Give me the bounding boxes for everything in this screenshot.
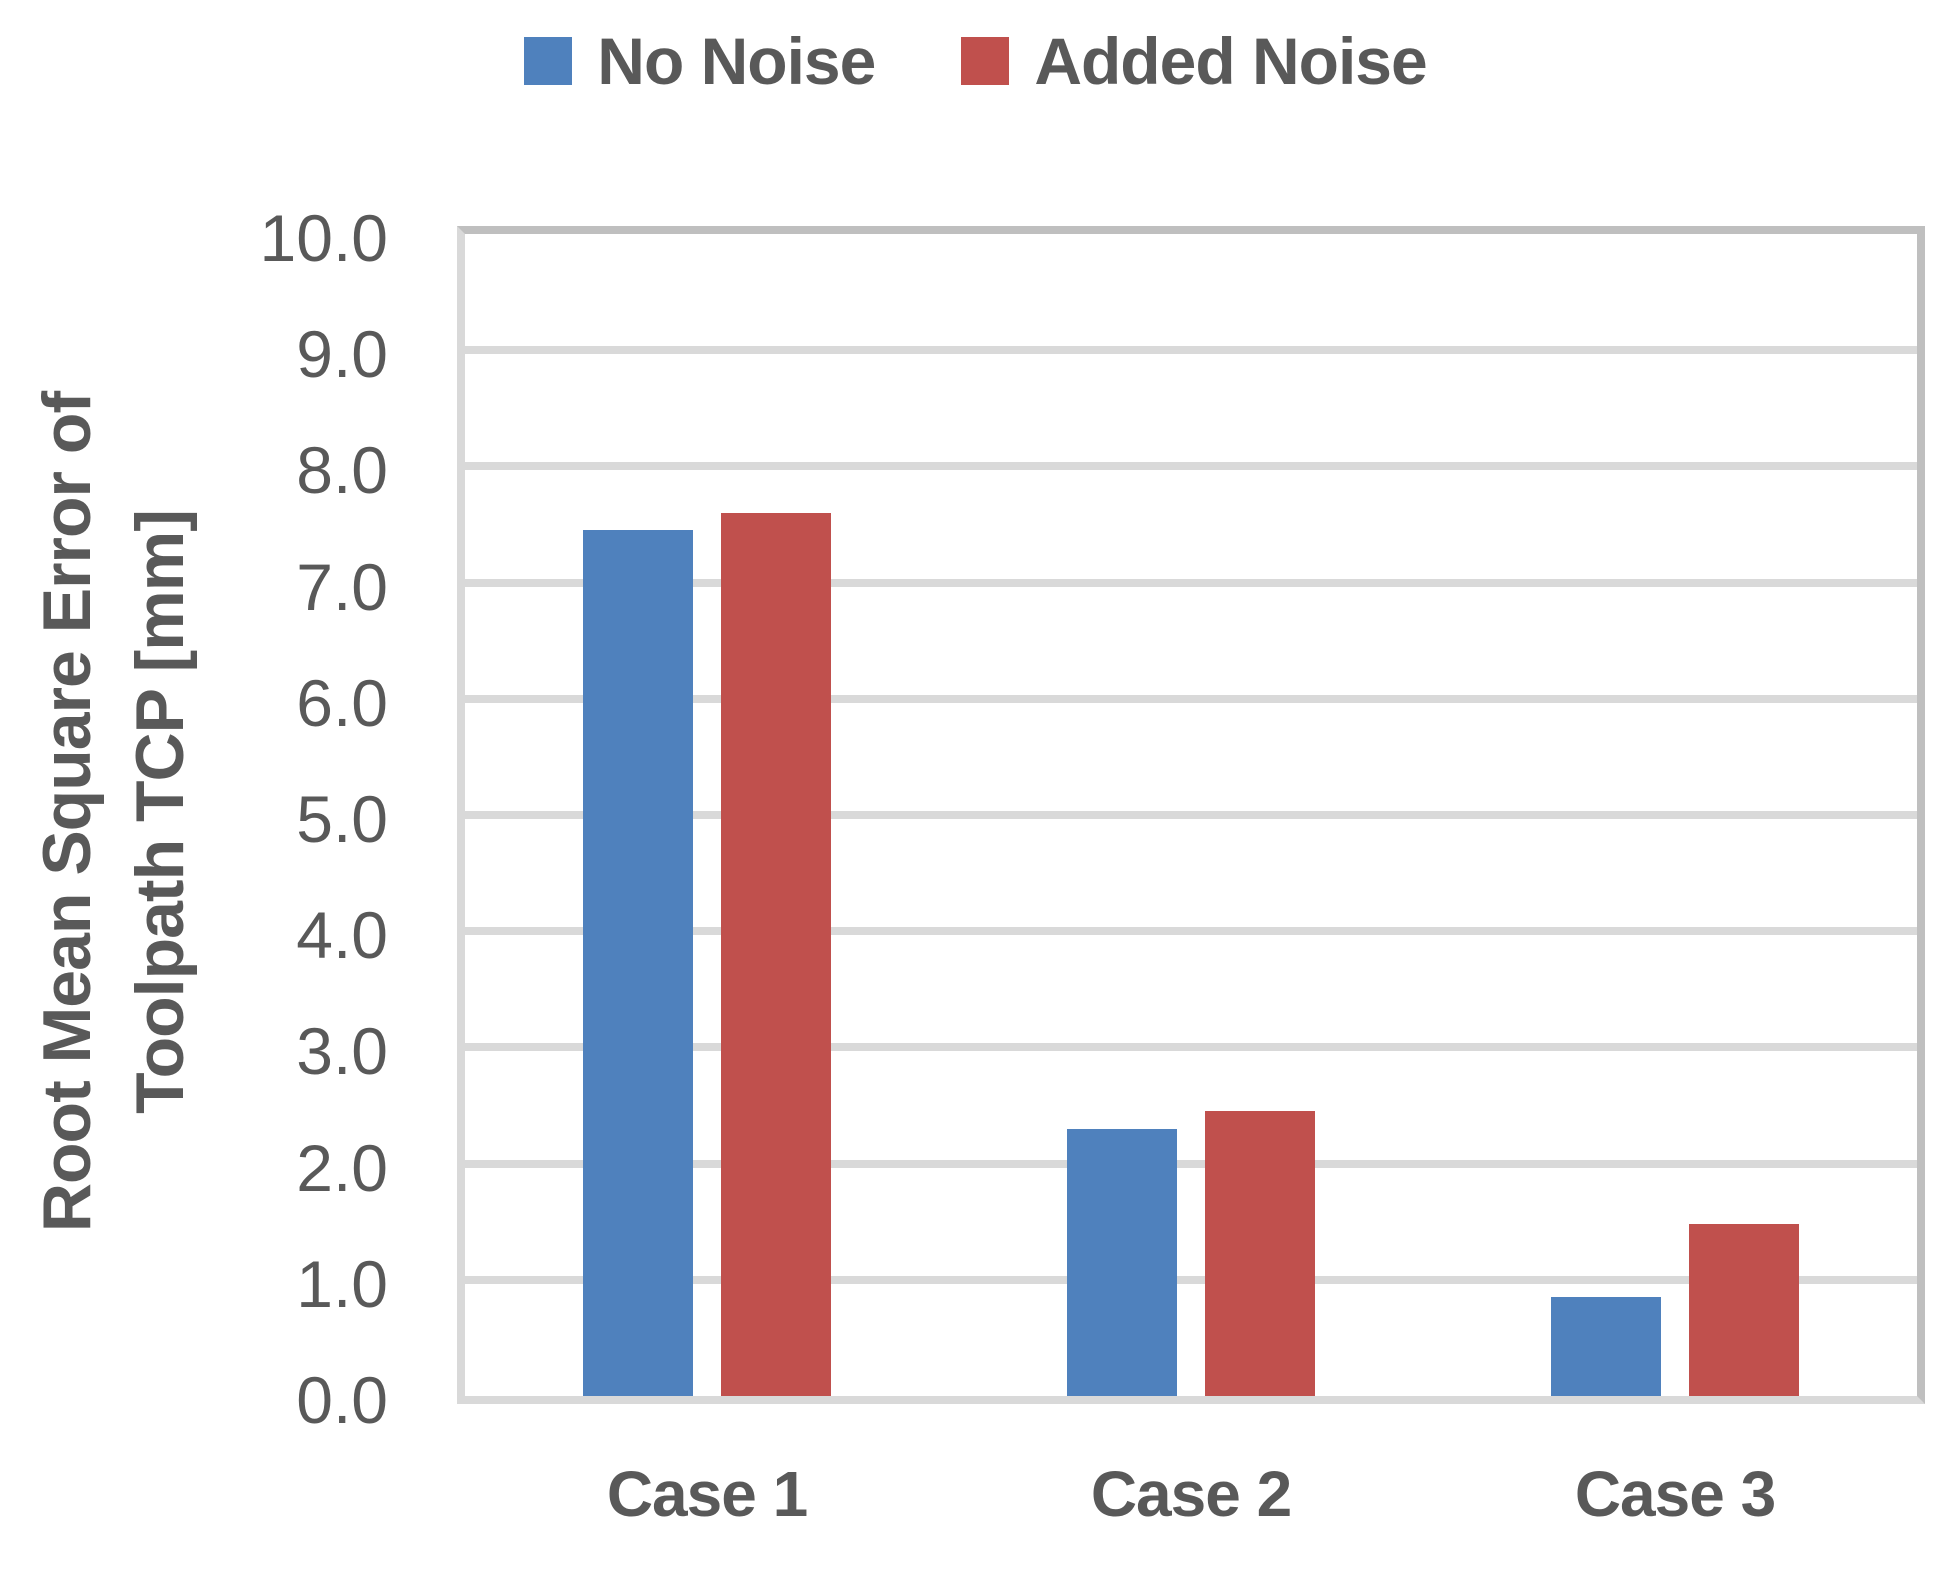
bar-no-noise-case-3 [1551,1297,1661,1396]
legend: No Noise Added Noise [0,28,1951,94]
x-category-label-case-3: Case 3 [1574,1458,1776,1530]
legend-label-no-noise: No Noise [597,24,876,98]
gridline [465,694,1917,703]
y-tick-label-4.0: 4.0 [296,898,388,973]
gridline [465,1159,1917,1168]
bar-no-noise-case-1 [583,530,693,1396]
legend-swatch-added-noise [961,37,1010,85]
y-tick-label-10.0: 10.0 [259,201,388,275]
y-tick-label-5.0: 5.0 [296,782,388,856]
bar-added-noise-case-3 [1689,1224,1799,1396]
y-tick-label-9.0: 9.0 [296,317,388,392]
x-category-label-case-2: Case 2 [1090,1458,1292,1530]
y-tick-label-2.0: 2.0 [296,1130,388,1205]
bar-added-noise-case-1 [721,512,831,1396]
gridline [465,927,1917,936]
y-tick-label-7.0: 7.0 [296,549,388,624]
legend-item-no-noise: No Noise [524,24,876,98]
gridline [465,462,1917,471]
legend-item-added-noise: Added Noise [961,24,1428,98]
plot-inner [465,234,1917,1396]
gridline [465,1043,1917,1052]
y-tick-label-6.0: 6.0 [296,665,388,740]
y-tick-label-8.0: 8.0 [296,433,388,508]
legend-label-added-noise: Added Noise [1034,24,1427,98]
gridline [465,811,1917,819]
y-tick-label-1.0: 1.0 [296,1246,388,1321]
bar-added-noise-case-2 [1205,1111,1315,1396]
bar-no-noise-case-2 [1067,1128,1177,1396]
y-tick-label-0.0: 0.0 [296,1363,388,1437]
legend-swatch-no-noise [524,37,573,85]
plot-area [457,226,1925,1404]
x-category-label-case-1: Case 1 [606,1458,808,1530]
y-tick-label-3.0: 3.0 [296,1014,388,1089]
gridline [465,346,1917,355]
gridline [465,1275,1917,1284]
gridline [465,578,1917,587]
